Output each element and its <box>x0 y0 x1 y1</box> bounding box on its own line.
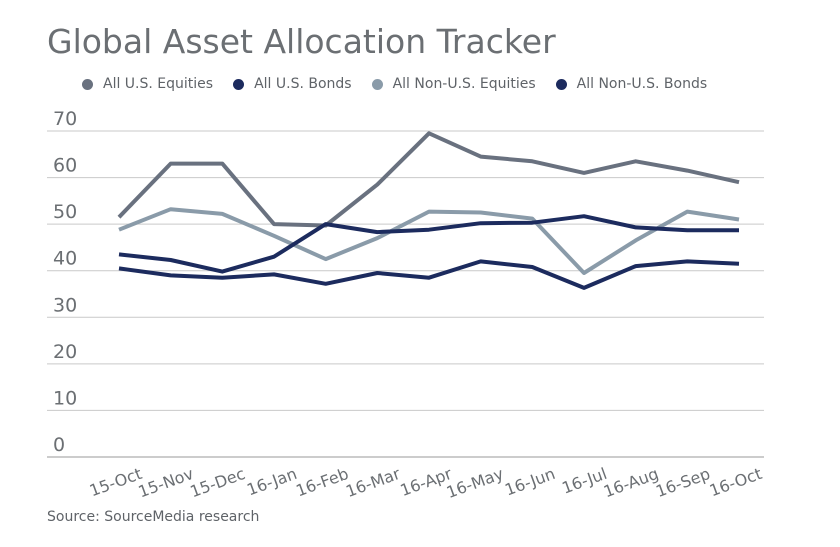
y-tick-label: 60 <box>53 155 77 177</box>
legend-label: All Non-U.S. Bonds <box>576 76 708 92</box>
series-line-2 <box>118 207 740 275</box>
x-tick-label: 16-May <box>444 464 506 502</box>
x-tick-label: 16-Apr <box>398 464 455 500</box>
x-tick-label: 15-Dec <box>188 464 248 501</box>
x-tick-label: 16-Aug <box>601 464 661 501</box>
x-tick-label: 16-Jun <box>502 464 557 500</box>
legend-marker <box>555 78 567 90</box>
legend-label: All Non-U.S. Equities <box>392 76 536 92</box>
legend-item-us-bonds: All U.S. Bonds <box>233 76 352 92</box>
legend-marker <box>371 78 383 90</box>
x-tick-label: 16-Sep <box>653 464 712 501</box>
legend-label: All U.S. Equities <box>103 76 214 92</box>
legend-item-non-us-bonds: All Non-U.S. Bonds <box>555 76 708 92</box>
y-tick-label: 50 <box>53 201 77 223</box>
x-tick-label: 16-Mar <box>343 464 403 501</box>
series-line-1 <box>118 259 740 290</box>
x-tick-label: 16-Oct <box>707 464 764 500</box>
legend-marker <box>233 78 245 90</box>
source-note: Source: SourceMedia research <box>47 509 260 525</box>
x-tick-label: 16-Jan <box>244 464 299 500</box>
x-tick-label: 15-Oct <box>87 464 144 500</box>
series-line-0 <box>117 131 740 228</box>
legend-item-us-equities: All U.S. Equities <box>82 76 213 92</box>
y-tick-label: 0 <box>53 434 65 456</box>
y-tick-label: 20 <box>53 341 77 363</box>
y-tick-label: 10 <box>53 387 77 409</box>
legend-marker <box>82 78 93 90</box>
y-tick-label: 70 <box>53 108 77 130</box>
legend-item-non-us-equities: All Non-U.S. Equities <box>371 76 536 92</box>
chart-title: Global Asset Allocation Tracker <box>47 22 556 61</box>
y-tick-label: 40 <box>53 248 77 270</box>
series-line-3 <box>118 214 739 274</box>
y-tick-label: 30 <box>53 294 77 316</box>
legend: All U.S. Equities All U.S. Bonds All Non… <box>82 76 727 92</box>
x-tick-label: 16-Feb <box>293 464 351 500</box>
x-tick-label: 16-Jul <box>559 464 609 498</box>
legend-label: All U.S. Bonds <box>254 76 352 92</box>
